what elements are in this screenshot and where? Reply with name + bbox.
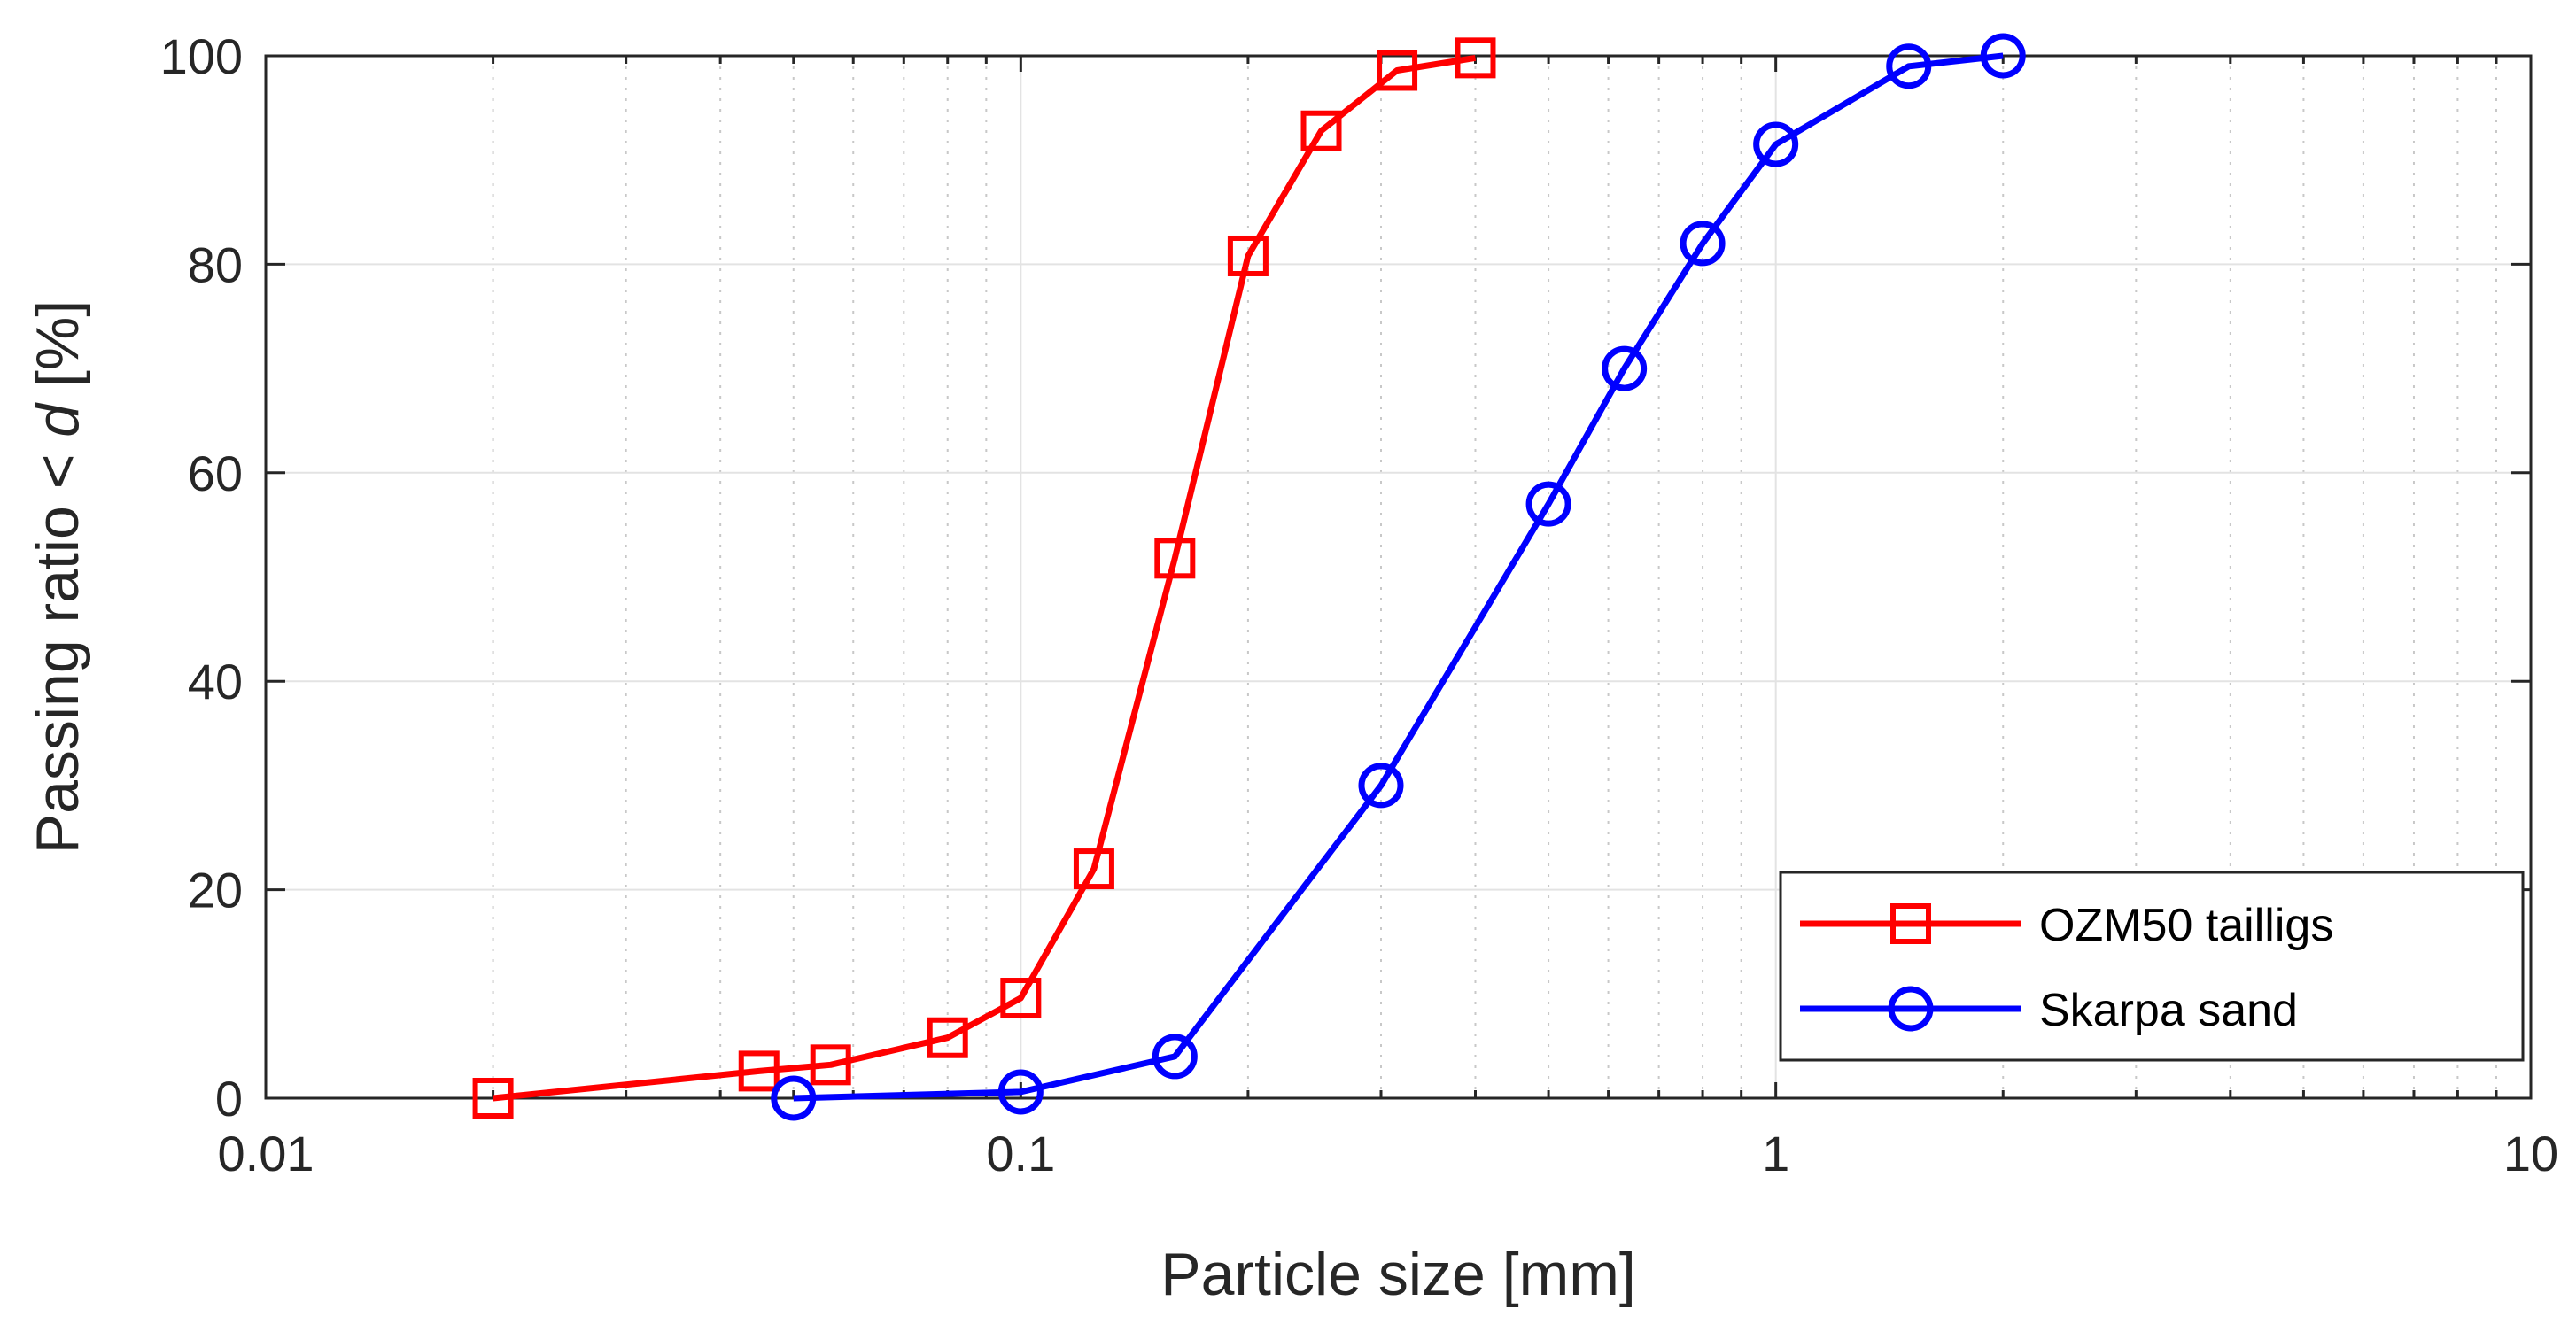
y-tick-label: 0 bbox=[215, 1071, 243, 1127]
data-point bbox=[1073, 848, 1114, 890]
x-tick-label: 0.01 bbox=[218, 1126, 314, 1181]
data-point bbox=[1602, 345, 1648, 391]
data-point bbox=[771, 1075, 817, 1121]
y-axis-title-prefix: Passing ratio < bbox=[24, 438, 91, 855]
data-point bbox=[738, 1050, 780, 1092]
legend-label: OZM50 tailligs bbox=[2039, 900, 2333, 951]
legend-marker bbox=[1890, 903, 1931, 944]
y-axis-tick-labels: 0 20 40 60 80 100 bbox=[160, 28, 243, 1127]
data-point bbox=[1000, 978, 1042, 1019]
y-tick-label: 60 bbox=[188, 445, 243, 501]
data-point bbox=[472, 1078, 514, 1119]
data-point bbox=[1455, 37, 1496, 79]
x-tick-label: 10 bbox=[2503, 1126, 2558, 1181]
data-point bbox=[1154, 538, 1196, 579]
y-tick-label: 80 bbox=[188, 236, 243, 292]
legend-label: Skarpa sand bbox=[2039, 985, 2298, 1036]
y-axis-title: Passing ratio < d [%] bbox=[24, 300, 91, 855]
data-point bbox=[1680, 221, 1726, 267]
x-axis-title: Particle size [mm] bbox=[1160, 1241, 1636, 1308]
data-point bbox=[1377, 50, 1418, 91]
data-point bbox=[1886, 43, 1932, 89]
y-tick-label: 20 bbox=[188, 863, 243, 918]
data-point bbox=[1980, 33, 2026, 79]
data-point bbox=[927, 1017, 968, 1058]
y-axis-title-suffix: [%] bbox=[24, 300, 91, 404]
series bbox=[771, 33, 2026, 1121]
x-axis-tick-labels: 0.01 0.1 1 10 bbox=[218, 1126, 2559, 1181]
data-point bbox=[997, 1069, 1044, 1115]
data-point bbox=[1753, 121, 1799, 167]
series-line bbox=[793, 52, 2004, 1102]
series bbox=[472, 37, 1496, 1119]
legend-item: OZM50 tailligs bbox=[1800, 900, 2333, 951]
legend-item: Skarpa sand bbox=[1800, 985, 2298, 1036]
legend: OZM50 tailligs Skarpa sand bbox=[1779, 871, 2525, 1062]
plot-frame bbox=[264, 54, 2533, 1100]
y-tick-label: 100 bbox=[160, 28, 243, 84]
data-series bbox=[472, 33, 2026, 1121]
x-tick-label: 0.1 bbox=[986, 1126, 1055, 1181]
data-point bbox=[1227, 235, 1269, 276]
x-tick-label: 1 bbox=[1762, 1126, 1789, 1181]
series-line bbox=[493, 54, 1477, 1102]
data-point bbox=[1300, 110, 1342, 151]
data-point bbox=[1358, 763, 1404, 809]
data-point bbox=[1525, 481, 1571, 527]
legend-marker bbox=[1888, 986, 1934, 1032]
data-point bbox=[810, 1044, 851, 1086]
y-tick-label: 40 bbox=[188, 654, 243, 709]
data-point bbox=[1152, 1034, 1198, 1080]
y-axis-title-variable: d bbox=[24, 402, 91, 438]
